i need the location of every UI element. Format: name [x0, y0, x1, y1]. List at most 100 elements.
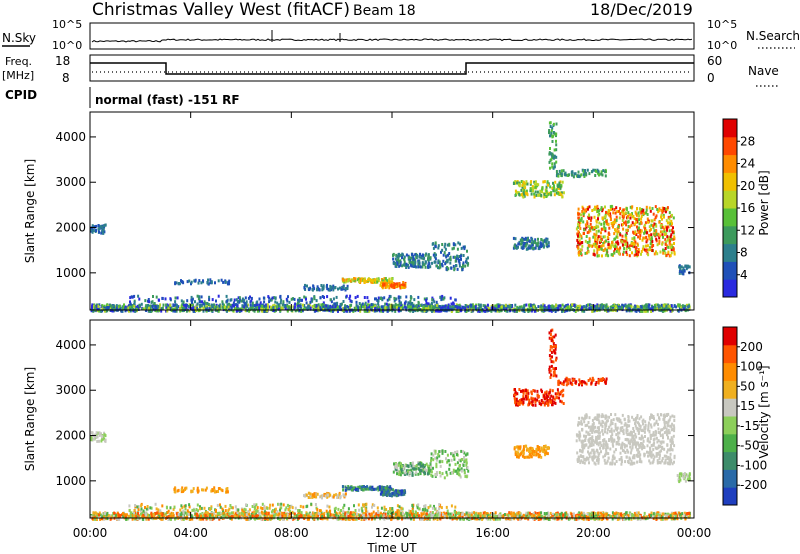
range-gate-point	[564, 306, 567, 310]
range-gate-point	[381, 279, 384, 283]
range-gate-point	[496, 517, 499, 521]
range-gate-point	[581, 306, 584, 310]
range-gate-point	[621, 223, 624, 227]
range-gate-point	[336, 512, 339, 516]
range-gate-point	[196, 302, 199, 306]
range-gate-point	[660, 209, 663, 213]
range-gate-point	[593, 232, 596, 236]
range-gate-point	[323, 295, 325, 299]
range-gate-point	[605, 252, 608, 256]
range-gate-point	[656, 243, 659, 247]
range-gate-point	[345, 309, 348, 313]
range-gate-point	[213, 303, 215, 307]
range-gate-point	[454, 305, 457, 308]
range-gate-point	[567, 513, 570, 517]
range-gate-point	[671, 228, 674, 232]
range-gate-point	[560, 191, 563, 195]
range-gate-point	[207, 278, 209, 282]
range-gate-point	[601, 173, 604, 177]
range-gate-point	[545, 306, 548, 310]
range-gate-point	[292, 511, 295, 515]
range-gate-point	[298, 304, 301, 308]
range-gate-point	[518, 307, 521, 311]
range-gate-point	[425, 307, 428, 311]
range-gate-point	[678, 270, 681, 273]
range-gate-point	[398, 282, 401, 286]
range-gate-point	[625, 211, 628, 215]
range-gate-point	[452, 255, 455, 259]
range-gate-point	[551, 126, 554, 130]
range-gate-point	[263, 300, 266, 304]
range-gate-point	[597, 213, 600, 217]
range-gate-point	[179, 306, 181, 310]
power-ytick-label: 3000	[55, 175, 86, 189]
range-gate-point	[486, 512, 489, 516]
range-gate-point	[439, 517, 442, 521]
range-gate-point	[326, 517, 329, 521]
range-gate-point	[423, 297, 426, 301]
range-gate-point	[565, 304, 568, 307]
range-gate-point	[584, 169, 587, 173]
range-gate-point	[431, 309, 433, 313]
range-gate-point	[432, 253, 435, 257]
range-gate-point	[644, 211, 647, 215]
range-gate-point	[679, 305, 682, 309]
range-gate-point	[458, 255, 461, 258]
power-ytick-label: 2000	[55, 221, 86, 235]
range-gate-point	[616, 306, 619, 310]
range-gate-point	[300, 298, 303, 302]
range-gate-point	[645, 249, 648, 253]
range-gate-point	[342, 514, 345, 518]
range-gate-point	[350, 300, 353, 304]
station-title: Christmas Valley West (fitACF)	[92, 0, 350, 20]
range-gate-point	[198, 305, 201, 309]
range-gate-point	[680, 270, 683, 274]
range-gate-point	[133, 301, 136, 304]
range-gate-point	[232, 309, 235, 313]
range-gate-point	[447, 306, 450, 310]
range-gate-point	[332, 288, 335, 292]
range-gate-point	[453, 255, 456, 259]
range-gate-point	[616, 230, 619, 234]
range-gate-point	[420, 254, 423, 258]
range-gate-point	[640, 221, 642, 224]
range-gate-point	[635, 220, 638, 224]
range-gate-point	[247, 511, 250, 515]
range-gate-point	[409, 302, 412, 306]
range-gate-point	[371, 305, 374, 309]
range-gate-point	[557, 184, 560, 188]
range-gate-point	[604, 170, 607, 174]
range-gate-point	[102, 228, 105, 232]
range-gate-point	[543, 180, 546, 184]
range-gate-point	[529, 189, 532, 193]
range-gate-point	[417, 301, 420, 305]
range-gate-point	[200, 295, 203, 299]
range-gate-point	[553, 154, 556, 158]
range-gate-point	[390, 277, 393, 281]
range-gate-point	[513, 244, 516, 248]
colorbar-swatch	[723, 154, 737, 173]
range-gate-point	[577, 307, 580, 310]
range-gate-point	[371, 279, 374, 283]
range-gate-point	[420, 303, 423, 307]
range-gate-point	[494, 309, 497, 313]
range-gate-point	[437, 266, 439, 270]
range-gate-point	[430, 301, 433, 305]
range-gate-point	[182, 302, 185, 306]
range-gate-point	[422, 254, 425, 258]
range-gate-point	[568, 517, 571, 521]
range-gate-point	[576, 238, 579, 242]
range-gate-point	[553, 193, 556, 197]
range-gate-point	[477, 303, 480, 307]
range-gate-point	[650, 227, 652, 231]
range-gate-point	[534, 246, 537, 250]
range-gate-point	[618, 210, 620, 213]
range-gate-point	[606, 236, 609, 239]
range-gate-point	[452, 513, 454, 517]
range-gate-point	[506, 309, 509, 313]
range-gate-point	[402, 281, 405, 284]
range-gate-point	[365, 304, 368, 308]
range-gate-point	[595, 224, 598, 228]
range-gate-point	[577, 216, 580, 220]
range-gate-point	[181, 307, 184, 310]
